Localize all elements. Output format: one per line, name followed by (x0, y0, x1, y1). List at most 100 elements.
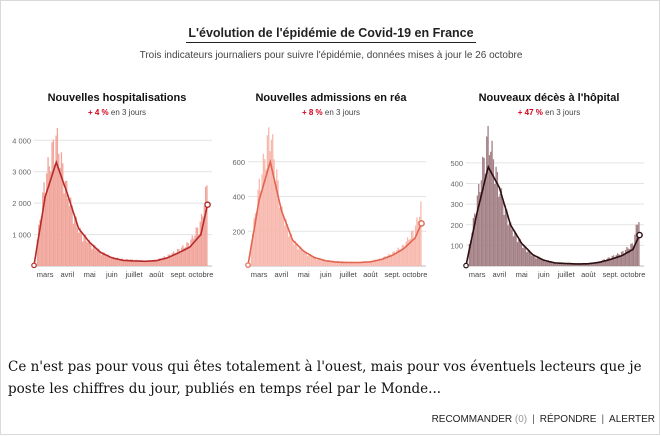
daily-bar (336, 261, 338, 266)
y-tick-label: 400 (450, 180, 463, 189)
daily-bar (552, 262, 555, 266)
separator: | (601, 414, 605, 425)
daily-bar (318, 258, 321, 266)
daily-bar (612, 255, 615, 266)
end-point (636, 231, 643, 239)
daily-bar (254, 213, 257, 266)
daily-bar (75, 216, 77, 266)
daily-bar (204, 186, 207, 266)
daily-bar (393, 251, 395, 266)
daily-bar (468, 243, 471, 266)
reply-button[interactable]: RÉPONDRE (539, 414, 597, 425)
daily-bar (600, 261, 603, 266)
daily-bar (604, 260, 607, 266)
daily-bar (594, 262, 596, 266)
daily-bar (156, 260, 159, 266)
daily-bar (297, 249, 299, 266)
panel-change: + 4 % en 3 jours (12, 108, 222, 117)
daily-bar (102, 252, 104, 266)
daily-bar (188, 247, 191, 266)
daily-bar (180, 247, 183, 266)
daily-bar (409, 238, 411, 266)
x-tick-label: octobre (402, 270, 427, 279)
daily-bar (40, 216, 43, 266)
daily-bar (563, 263, 565, 266)
daily-bar (377, 259, 379, 266)
daily-bar (478, 183, 480, 266)
daily-bar (166, 257, 168, 266)
daily-bar (357, 262, 359, 266)
daily-bar (420, 201, 422, 266)
daily-bar (474, 213, 476, 266)
y-tick-label: 500 (450, 159, 463, 168)
daily-bar (615, 255, 617, 266)
daily-bar (579, 263, 581, 266)
daily-bar (528, 250, 531, 266)
daily-bar (534, 255, 536, 266)
daily-bar (264, 159, 266, 266)
daily-bar (107, 254, 109, 266)
daily-bar (43, 182, 45, 266)
panel-title: Nouvelles hospitalisations (47, 92, 187, 104)
daily-bar (200, 214, 203, 266)
daily-bar (70, 197, 72, 266)
daily-bar (512, 236, 515, 266)
daily-bar (630, 243, 632, 266)
daily-bar (370, 261, 373, 266)
start-point (31, 262, 37, 269)
daily-bar (611, 255, 613, 266)
daily-bar (298, 246, 301, 266)
daily-bar (365, 261, 367, 266)
daily-bar (547, 260, 549, 266)
end-point (418, 220, 425, 227)
y-tick-label: 200 (450, 221, 463, 230)
daily-bar (284, 225, 286, 266)
daily-bar (378, 258, 381, 266)
daily-bar (397, 247, 399, 266)
daily-bar (590, 263, 592, 266)
daily-bar (80, 231, 83, 266)
daily-bar (326, 260, 329, 266)
daily-bar (313, 256, 315, 266)
daily-bar (531, 255, 533, 266)
x-tick-label: juin (537, 270, 550, 279)
daily-bar (305, 251, 307, 266)
daily-bar (575, 263, 577, 266)
daily-bar (400, 249, 402, 266)
daily-bar (514, 230, 516, 266)
daily-bar (560, 262, 563, 266)
daily-bar (258, 178, 261, 266)
daily-bar (88, 239, 91, 266)
daily-bar (487, 126, 489, 266)
recommend-button[interactable]: RECOMMANDER (0) (432, 414, 528, 425)
daily-bar (414, 225, 417, 266)
daily-bar (538, 257, 540, 266)
daily-bar (354, 261, 357, 266)
daily-bar (333, 261, 335, 266)
daily-bar (616, 253, 619, 266)
infographic-title: L'évolution de l'épidémie de Covid-19 en… (4, 26, 658, 43)
daily-bar (510, 222, 512, 266)
daily-bar (470, 240, 472, 266)
alert-button[interactable]: ALERTER (609, 414, 655, 425)
daily-bar (325, 261, 327, 266)
daily-bar (374, 259, 377, 266)
daily-bar (519, 238, 521, 266)
daily-bar (130, 259, 132, 266)
daily-bar (260, 190, 262, 266)
daily-bar (540, 260, 543, 266)
daily-bar (202, 216, 204, 266)
daily-bar (550, 262, 552, 266)
change-percent: + 4 % (87, 108, 109, 117)
daily-bar (404, 248, 406, 266)
daily-bar (54, 164, 56, 266)
daily-bar (92, 244, 95, 266)
daily-bar (128, 260, 131, 266)
daily-bar (42, 192, 44, 266)
daily-bar (90, 242, 92, 266)
x-tick-label: avril (274, 270, 288, 279)
daily-bar (412, 230, 414, 266)
daily-bar (345, 261, 347, 266)
daily-bar (608, 257, 611, 266)
daily-bar (546, 260, 548, 266)
